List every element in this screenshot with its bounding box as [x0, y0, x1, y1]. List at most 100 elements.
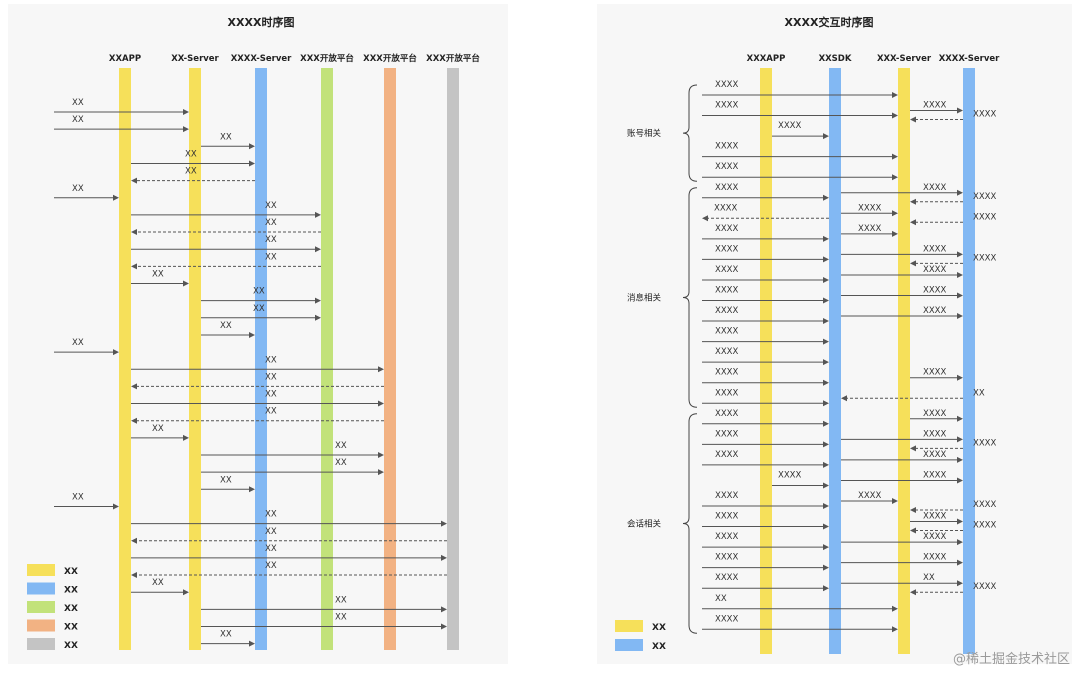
right-message-label: XXXX [715, 368, 738, 378]
right-message-label: XXXX [715, 244, 738, 254]
left-message-arrow-head [315, 314, 321, 321]
right-message-arrow-head [823, 194, 829, 201]
right-sub-arrow [841, 189, 963, 196]
right-sub-arrow-head [957, 436, 963, 443]
right-sequence-diagram: XXXX交互时序图 XXXAPP XXSDK XXX-Server XXXX-Serv… [597, 4, 1072, 664]
right-message-arrow [702, 626, 898, 633]
right-group-brace [682, 413, 698, 634]
right-message-arrow-head [823, 441, 829, 448]
right-sub-label: XXXX [923, 101, 946, 111]
right-message-arrow-head [823, 482, 829, 489]
right-message-label: XXXX [715, 532, 738, 542]
right-sub-arrow [841, 580, 963, 587]
right-sub-arrow-head [957, 189, 963, 196]
right-sub-label: XXXX [973, 110, 996, 120]
right-message-arrow [702, 276, 829, 283]
right-message-label: XXXX [715, 142, 738, 152]
left-legend-label: XX [64, 567, 78, 577]
right-message-arrow [702, 112, 898, 119]
right-message-arrow [702, 359, 829, 366]
right-message-arrow-head [823, 503, 829, 509]
right-lane-bar [760, 68, 772, 654]
left-message-arrow-head [378, 452, 384, 458]
right-message-arrow-head [823, 461, 829, 468]
right-message-arrow [702, 420, 829, 427]
right-sub-arrow-head [910, 507, 916, 513]
left-message-label: XX [265, 407, 277, 417]
right-lane-label: XXX-Server [877, 54, 932, 64]
left-message-arrow [54, 349, 119, 356]
right-sub-arrow [841, 498, 898, 504]
right-message-arrow-head [892, 174, 898, 181]
left-message-arrow-head [315, 211, 321, 218]
right-sub-arrow-head [910, 527, 916, 534]
left-message-label: XX [265, 372, 277, 382]
left-message-label: XX [220, 630, 232, 640]
right-sub-arrow [841, 210, 898, 217]
right-sub-arrow-head [957, 313, 963, 320]
right-sub-arrow [841, 539, 963, 546]
right-sub-label: XXXX [923, 532, 946, 542]
left-legend-swatch [27, 564, 55, 576]
left-message-arrow [201, 314, 321, 321]
left-message-label: XX [220, 132, 232, 142]
left-message-arrow-head [378, 366, 384, 373]
left-message-arrow-head [113, 349, 119, 356]
left-message-arrow-head [131, 537, 137, 544]
left-message-label: XX [335, 441, 347, 451]
left-message-arrow-head [131, 417, 137, 424]
right-message-arrow [702, 338, 829, 345]
left-message-label: XX [152, 270, 164, 280]
left-message-label: XX [72, 115, 84, 125]
left-message-label: XX [265, 510, 277, 520]
right-message-label: XXXX [715, 224, 738, 234]
right-message-label: XXXX [715, 265, 738, 275]
right-sub-label: XXXX [923, 470, 946, 480]
right-sub-arrow-head [957, 559, 963, 566]
right-sub-arrow-head [910, 198, 916, 205]
right-message-arrow [702, 215, 829, 222]
left-message-label: XX [265, 201, 277, 211]
right-message-label: XXXX [715, 101, 738, 111]
right-sub-arrow [910, 198, 963, 205]
left-message-arrow-head [315, 297, 321, 304]
right-message-label: XXXX [715, 347, 738, 357]
left-message-label: XX [265, 390, 277, 400]
right-sub-label: XXXX [858, 224, 881, 234]
right-sub-arrow [841, 271, 963, 278]
right-sub-label: XX [973, 388, 985, 398]
right-group-label: 会话相关 [627, 519, 662, 530]
left-message-arrow [201, 469, 384, 476]
left-message-label: XX [72, 184, 84, 194]
right-message-arrow [702, 503, 829, 509]
right-message-arrow [702, 523, 829, 530]
right-sub-arrow-head [892, 210, 898, 217]
right-sub-arrow-head [957, 456, 963, 463]
right-group-label: 账号相关 [627, 128, 662, 139]
right-message-arrow [702, 585, 829, 592]
left-message-arrow [131, 177, 255, 184]
left-lane-label: XXX开放平台 [300, 53, 354, 64]
right-sub-label: XXXX [923, 286, 946, 296]
left-lane-bar [255, 68, 267, 650]
right-sub-arrow-head [957, 107, 963, 114]
left-message-label: XX [185, 167, 197, 177]
left-message-arrow-head [441, 520, 447, 527]
left-message-label: XX [265, 544, 277, 554]
left-message-arrow-head [249, 160, 255, 167]
right-sub-label: XXXX [973, 500, 996, 510]
left-lane-label: XXAPP [109, 54, 141, 64]
left-message-label: XX [335, 595, 347, 605]
right-message-label: XXXX [715, 553, 738, 563]
right-message-arrow [702, 605, 898, 612]
right-message-arrow-head [892, 92, 898, 98]
right-lane-label: XXXAPP [747, 54, 786, 64]
right-sub-arrow-head [957, 539, 963, 546]
left-message-arrow-head [183, 126, 189, 133]
left-message-arrow-head [131, 263, 137, 270]
right-sub-arrow-head [957, 477, 963, 484]
right-sub-arrow [910, 445, 963, 452]
right-diagram-title: XXXX交互时序图 [785, 15, 874, 29]
right-message-label: XXXX [715, 327, 738, 337]
right-group-brace [682, 187, 698, 408]
